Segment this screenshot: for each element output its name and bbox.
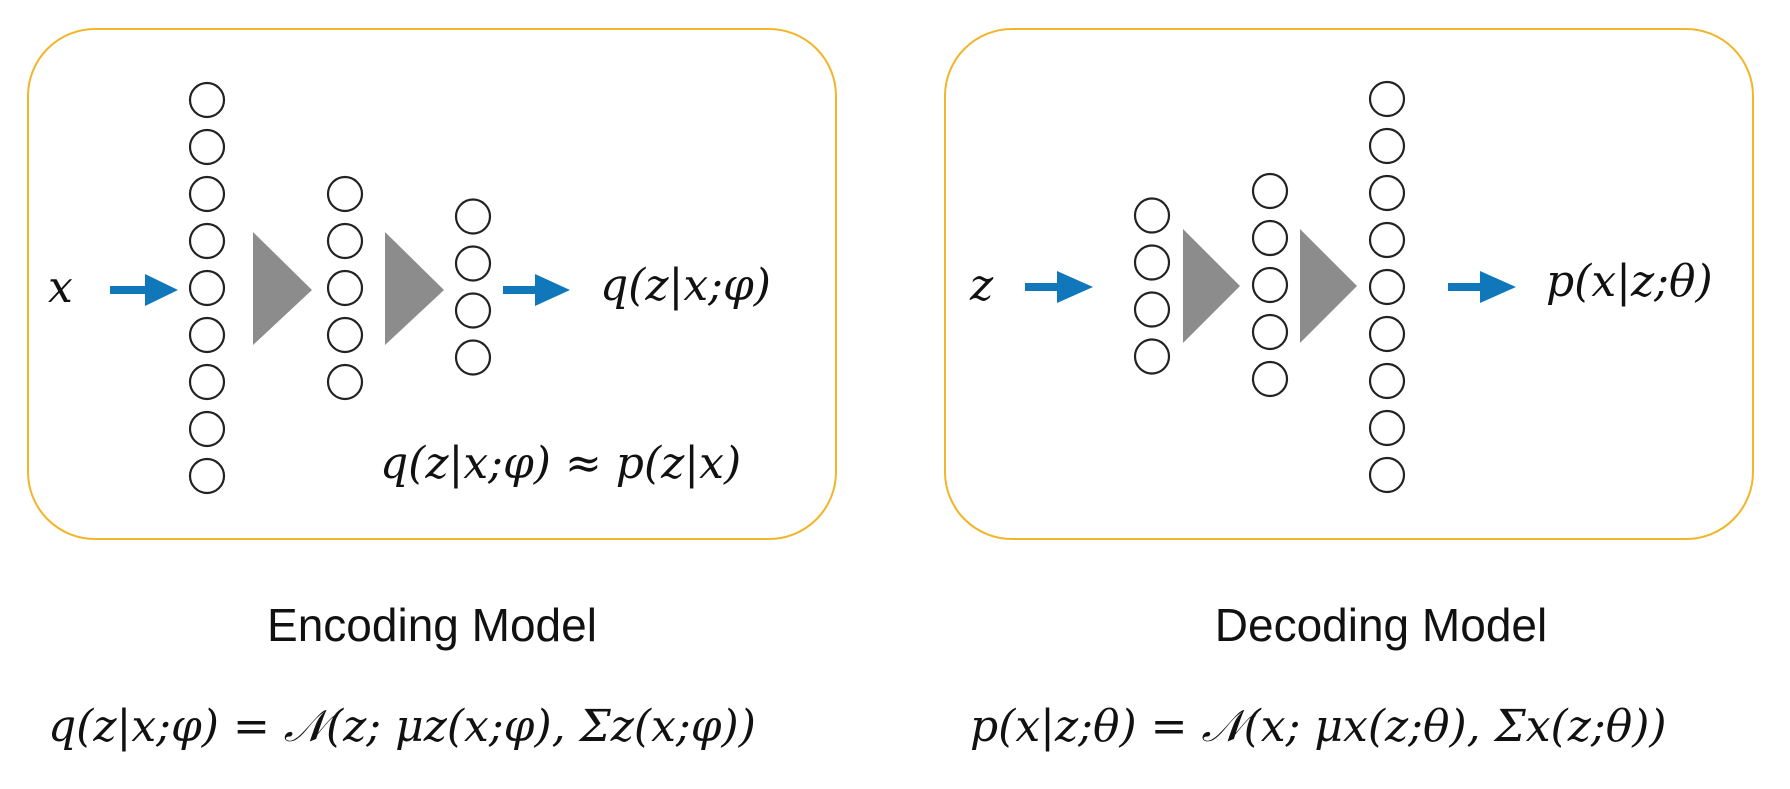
encoder-neuron	[188, 269, 226, 307]
encoder-title: Encoding Model	[267, 599, 597, 651]
decoder-output-arrow	[1448, 271, 1516, 303]
decoder-neuron	[1251, 219, 1289, 257]
encoder-neuron	[188, 457, 226, 495]
decoder-neuron	[1368, 362, 1406, 400]
decoder-layer-connector-2	[1300, 229, 1357, 343]
decoder-hidden-layer	[1251, 172, 1289, 398]
encoder-neuron	[326, 316, 364, 354]
encoder-neuron	[188, 128, 226, 166]
encoder-neuron	[454, 339, 492, 376]
decoder-neuron	[1251, 313, 1289, 351]
decoder-layer-connector-1	[1183, 229, 1240, 343]
decoder-panel	[944, 28, 1754, 540]
encoder-input-layer	[188, 81, 226, 495]
encoder-neuron	[326, 269, 364, 307]
decoder-neuron	[1251, 172, 1289, 210]
decoder-neuron	[1133, 291, 1171, 328]
encoder-panel	[27, 28, 837, 540]
decoder-neuron	[1368, 315, 1406, 353]
encoder-neuron	[454, 245, 492, 282]
encoder-formula: q(z|x;φ) = 𝒩(z; μz(x;φ), Σz(x;φ))	[48, 701, 756, 752]
encoder-neuron	[188, 222, 226, 260]
decoder-neuron	[1368, 221, 1406, 259]
decoder-neuron	[1368, 409, 1406, 447]
encoder-output-arrow	[503, 274, 570, 306]
decoder-neuron	[1368, 127, 1406, 165]
encoder-neuron	[454, 292, 492, 329]
encoder-input-label: x	[48, 262, 73, 313]
decoder-neuron	[1368, 80, 1406, 118]
decoder-input-layer	[1133, 197, 1171, 375]
decoder-neuron	[1368, 268, 1406, 306]
encoder-layer-connector-1	[253, 232, 312, 345]
encoder-neuron	[188, 316, 226, 354]
encoder-neuron	[188, 363, 226, 401]
encoder-output-label: q(z|x;φ)	[600, 260, 771, 311]
encoder-neuron	[188, 410, 226, 448]
decoder-formula: p(x|z;θ) = 𝒩(x; μx(z;θ), Σx(z;θ))	[970, 701, 1667, 752]
decoder-output-label: p(x|z;θ)	[1546, 256, 1713, 307]
encoder-neuron	[326, 175, 364, 213]
encoder-input-arrow	[110, 274, 178, 306]
decoder-neuron	[1133, 244, 1171, 281]
encoder-approx-label: q(z|x;φ) ≈ p(z|x)	[380, 438, 742, 489]
decoder-title: Decoding Model	[1214, 599, 1548, 651]
decoder-neuron	[1251, 266, 1289, 304]
decoder-neuron	[1133, 197, 1171, 234]
decoder-output-layer	[1368, 80, 1406, 494]
decoder-neuron	[1368, 456, 1406, 494]
encoder-hidden-layer	[326, 175, 364, 401]
decoder-neuron	[1251, 360, 1289, 398]
encoder-neuron	[188, 81, 226, 119]
decoder-input-arrow	[1025, 271, 1093, 303]
decoder-neuron	[1368, 174, 1406, 212]
encoder-neuron	[326, 222, 364, 260]
encoder-layer-connector-2	[385, 232, 444, 345]
decoder-input-label: z	[970, 260, 994, 311]
encoder-output-layer	[454, 198, 492, 376]
encoder-neuron	[326, 363, 364, 401]
decoder-neuron	[1133, 338, 1171, 375]
encoder-neuron	[188, 175, 226, 213]
encoder-neuron	[454, 198, 492, 235]
